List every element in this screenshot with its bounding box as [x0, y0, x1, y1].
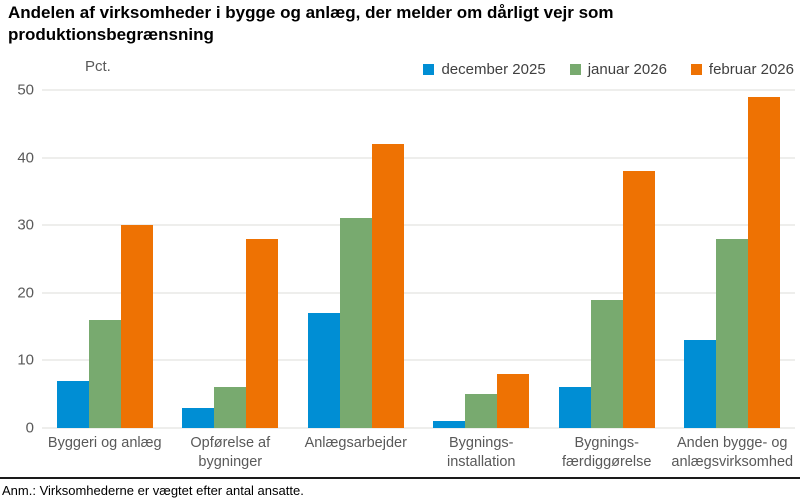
bar-december-2025-group-3: [307, 313, 340, 428]
chart-title: Andelen af virksomheder i bygge og anlæg…: [8, 3, 614, 45]
y-axis-tick-labels: 0 10 20 30 40 50: [0, 82, 34, 437]
x-axis-label-4: Bygnings-installation: [419, 434, 545, 472]
bar-december-2025-group-2: [182, 407, 215, 428]
y-tick-label-0: 0: [25, 419, 34, 437]
y-tick-label-20: 20: [17, 284, 34, 302]
bar-januar-2026-group-1: [88, 319, 121, 428]
y-tick-label-40: 40: [17, 149, 34, 167]
x-axis-label-line: Anden bygge- og: [677, 435, 788, 451]
x-axis-label-line: Bygnings-: [449, 435, 514, 451]
gridline-20: [42, 292, 795, 294]
plot-area: [42, 89, 795, 429]
bar-group-3: [293, 90, 419, 428]
bar-januar-2026-group-4: [465, 394, 498, 428]
legend-swatch-icon: [569, 64, 581, 75]
footnote: Anm.: Virksomhederne er vægtet efter ant…: [2, 483, 304, 498]
bar-februar-2026-group-3: [371, 144, 404, 428]
legend-item-december-2025: december 2025: [423, 61, 546, 78]
legend-swatch-icon: [423, 64, 435, 75]
x-axis-label-line: Bygnings-: [574, 435, 639, 451]
x-axis-label-5: Bygnings-færdiggørelse: [544, 434, 670, 472]
y-tick-label-10: 10: [17, 351, 34, 369]
chart-legend: december 2025 januar 2026 februar 2026: [423, 61, 794, 78]
gridline-10: [42, 359, 795, 361]
x-axis-label-line: Anlægsarbejder: [304, 435, 407, 451]
bar-december-2025-group-1: [56, 380, 89, 428]
bar-februar-2026-group-2: [246, 238, 279, 428]
bar-december-2025-group-4: [433, 421, 466, 428]
gridline-30: [42, 224, 795, 226]
bar-group-2: [168, 90, 294, 428]
bar-februar-2026-group-6: [748, 96, 781, 428]
bar-group-5: [544, 90, 670, 428]
x-axis-label-line: anlægsvirksomhed: [671, 453, 794, 470]
bar-group-1: [42, 90, 168, 428]
bar-december-2025-group-5: [558, 387, 591, 428]
x-axis-label-line: bygninger: [198, 453, 263, 470]
x-axis-label-6: Anden bygge- og anlægsvirksomhed: [670, 434, 796, 472]
bar-december-2025-group-6: [684, 340, 717, 428]
x-axis-label-3: Anlægsarbejder: [293, 434, 419, 472]
y-tick-label-50: 50: [17, 81, 34, 99]
bar-group-4: [419, 90, 545, 428]
footer-divider: [0, 477, 800, 479]
x-axis-label-line: færdiggørelse: [562, 453, 652, 470]
legend-label: februar 2026: [708, 61, 794, 78]
gridline-40: [42, 157, 795, 159]
legend-item-januar-2026: januar 2026: [569, 61, 667, 78]
legend-label: december 2025: [441, 61, 546, 78]
x-axis-label-line: Byggeri og anlæg: [47, 435, 162, 451]
x-axis-label-2: Opførelse af bygninger: [168, 434, 294, 472]
x-axis-labels: Byggeri og anlæg Opførelse af bygninger Anl…: [42, 434, 795, 472]
bar-februar-2026-group-5: [622, 171, 655, 428]
x-axis-label-1: Byggeri og anlæg: [42, 434, 168, 472]
legend-label: januar 2026: [587, 61, 667, 78]
bar-februar-2026-group-1: [120, 225, 153, 428]
y-tick-label-30: 30: [17, 216, 34, 234]
bar-februar-2026-group-4: [497, 373, 530, 428]
bar-januar-2026-group-2: [214, 387, 247, 428]
x-axis-label-line: Opførelse af: [190, 435, 271, 451]
bar-groups: [42, 90, 795, 428]
bar-januar-2026-group-5: [590, 299, 623, 428]
x-axis-label-line: installation: [446, 453, 516, 470]
y-axis-unit-label: Pct.: [85, 58, 111, 75]
bar-januar-2026-group-3: [339, 218, 372, 428]
legend-swatch-icon: [690, 64, 702, 75]
gridline-50: [42, 89, 795, 91]
legend-item-februar-2026: februar 2026: [690, 61, 794, 78]
bar-januar-2026-group-6: [716, 238, 749, 428]
bar-group-6: [670, 90, 796, 428]
gridline-0: [42, 427, 795, 429]
